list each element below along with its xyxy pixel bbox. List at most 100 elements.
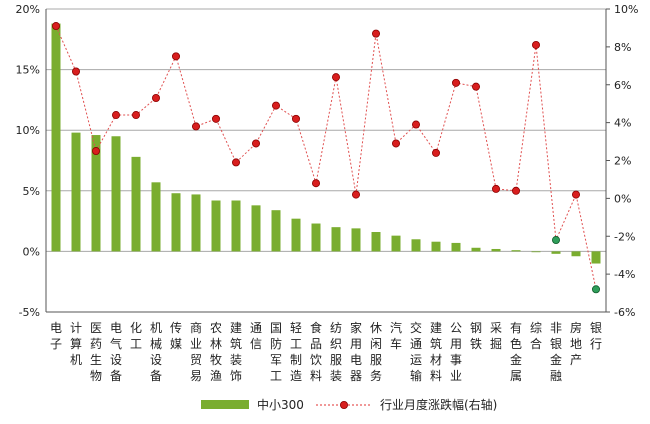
- line-point: [72, 67, 81, 76]
- line-point: [451, 78, 460, 87]
- category-label: 机械设备: [150, 321, 162, 383]
- category-label: 传媒: [170, 320, 182, 351]
- bar: [191, 194, 201, 252]
- tick-labels: -5% 0% 5% 10% 15% 20% -6% -4% -2% 0% 2% 4% 6% 8% 10% 电子…: [16, 3, 639, 383]
- line-point: [151, 94, 160, 103]
- category-label: 公用事业: [450, 321, 462, 383]
- line-point: [211, 114, 220, 123]
- category-label: 建筑材料: [430, 321, 442, 383]
- bar: [91, 135, 101, 252]
- category-label: 汽车: [390, 320, 402, 351]
- bar: [311, 223, 321, 252]
- line-series: [52, 22, 601, 294]
- bar: [391, 235, 401, 252]
- line-point: [171, 52, 180, 61]
- category-label: 国防军工: [270, 321, 282, 383]
- right-tick-label: 8%: [614, 41, 631, 54]
- series-line: [55, 25, 597, 290]
- line-point: [351, 190, 360, 199]
- right-tick-label: 0%: [614, 192, 631, 205]
- category-label: 家用电器: [350, 320, 362, 383]
- line-point: [471, 82, 480, 91]
- category-label: 电气设备: [110, 321, 122, 383]
- bar: [331, 227, 341, 252]
- line-point: [391, 139, 400, 148]
- category-label: 商业贸易: [190, 320, 202, 383]
- bar: [271, 210, 281, 252]
- line-point: [251, 139, 260, 148]
- category-label: 通信: [250, 321, 262, 351]
- line-point: [371, 29, 380, 38]
- line-point: [52, 22, 61, 31]
- category-label: 非银金融: [550, 321, 562, 383]
- bar: [251, 205, 261, 252]
- bar: [131, 156, 141, 252]
- line-point: [271, 101, 280, 110]
- category-label: 计算机: [70, 321, 82, 367]
- line-point: [191, 122, 200, 131]
- right-tick-label: 4%: [614, 117, 631, 130]
- bar: [551, 251, 561, 254]
- line-point: [572, 190, 581, 199]
- category-label: 化工: [130, 321, 142, 351]
- right-tick-label: 6%: [614, 79, 631, 92]
- category-label: 银行: [590, 321, 602, 351]
- left-tick-label: -5%: [19, 306, 40, 319]
- bar: [371, 232, 381, 252]
- bar: [471, 247, 481, 252]
- bar: [231, 200, 241, 252]
- category-label: 采掘: [490, 321, 502, 351]
- category-label: 建筑装饰: [230, 321, 242, 383]
- bar: [51, 23, 61, 252]
- line-point: [552, 236, 561, 245]
- right-tick-label: 10%: [614, 3, 638, 16]
- line-point: [291, 114, 300, 123]
- bar: [511, 250, 521, 252]
- line-point: [411, 120, 420, 129]
- legend-bar-label: 中小300: [257, 397, 304, 412]
- right-tick-label: -2%: [614, 230, 635, 243]
- axes: [45, 8, 610, 313]
- category-label: 医药生物: [90, 321, 102, 383]
- category-label: 钢铁: [470, 321, 482, 351]
- line-point: [592, 285, 601, 294]
- category-label: 食品饮料: [310, 320, 322, 383]
- line-point: [131, 111, 140, 120]
- right-tick-label: -6%: [614, 306, 635, 319]
- bar: [591, 251, 601, 264]
- category-label: 农林牧渔: [210, 321, 222, 383]
- bar: [151, 182, 161, 252]
- line-point: [512, 186, 521, 195]
- bar: [431, 241, 441, 252]
- right-tick-label: -4%: [614, 268, 635, 281]
- bar: [211, 200, 221, 252]
- category-label: 有色金属: [510, 321, 522, 383]
- category-label: 交通运输: [410, 320, 422, 383]
- legend: 中小300 行业月度涨跌幅(右轴): [201, 397, 497, 412]
- bar: [531, 251, 541, 253]
- legend-line-label: 行业月度涨跌幅(右轴): [380, 397, 497, 412]
- category-label: 电子: [50, 321, 62, 351]
- bar: [71, 132, 81, 252]
- line-point: [112, 111, 121, 120]
- line-point: [231, 158, 240, 167]
- right-tick-label: 2%: [614, 155, 631, 168]
- legend-line-marker: [339, 400, 348, 409]
- line-point: [331, 73, 340, 82]
- bar: [111, 136, 121, 252]
- category-label: 房地产: [570, 320, 582, 367]
- bar: [451, 242, 461, 252]
- bar-series: [51, 23, 601, 264]
- gridlines: [46, 8, 606, 313]
- category-label: 轻工制造: [290, 321, 302, 383]
- bar: [411, 239, 421, 252]
- left-tick-label: 10%: [16, 124, 40, 137]
- line-point: [491, 184, 500, 193]
- bar: [291, 218, 301, 252]
- category-label: 休闲服务: [370, 321, 382, 383]
- bar: [351, 228, 361, 252]
- line-point: [431, 148, 440, 157]
- category-label: 综合: [530, 321, 542, 351]
